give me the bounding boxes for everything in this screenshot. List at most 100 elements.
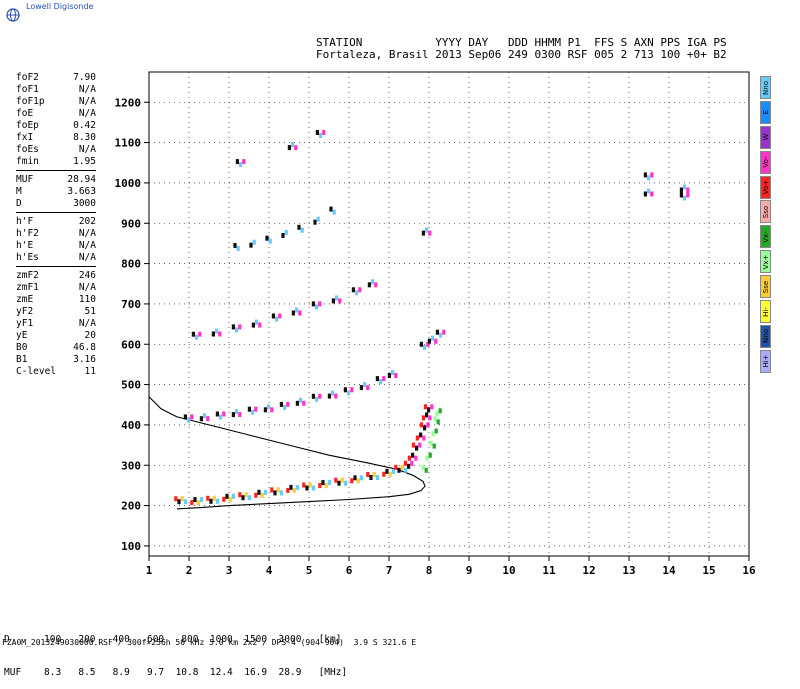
- echo-point: [218, 331, 222, 337]
- echo-point: [425, 227, 429, 233]
- param-name: B0: [16, 342, 28, 353]
- param-row: zmF1 N/A: [16, 282, 96, 294]
- echo-point: [206, 416, 210, 422]
- echo-point: [363, 382, 367, 388]
- legend-label: E: [761, 110, 770, 115]
- ionogram-chart: 1 2 3 4 5 6 7 8 9 10 11 12 13 14 15 1610020030040050060…: [115, 71, 756, 577]
- echo-point: [426, 341, 430, 347]
- param-value: 3.16: [73, 354, 96, 365]
- echo-point: [421, 230, 425, 236]
- echo-point: [315, 396, 319, 402]
- echo-point: [215, 498, 219, 504]
- echo-point: [366, 385, 370, 391]
- echo-point: [199, 416, 203, 422]
- echo-point: [421, 464, 425, 470]
- echo-point: [279, 401, 283, 407]
- echo-point: [300, 227, 304, 233]
- echo-point: [643, 172, 647, 178]
- echo-point: [180, 496, 184, 502]
- echo-point: [212, 495, 216, 501]
- param-value: N/A: [78, 282, 96, 293]
- echo-point: [177, 499, 181, 505]
- echo-point: [335, 295, 339, 301]
- echo-point: [683, 184, 687, 190]
- echo-point: [295, 307, 299, 313]
- param-name: D: [16, 198, 22, 209]
- echo-point: [371, 279, 375, 285]
- echo-point: [231, 412, 235, 418]
- echo-point: [291, 142, 295, 148]
- echo-point: [388, 471, 392, 477]
- echo-point: [286, 401, 290, 407]
- legend-label: W: [761, 133, 770, 141]
- legend-label: Vx-: [761, 231, 770, 243]
- legend-swatch: Vx-: [760, 225, 771, 249]
- param-row: yF2 51: [16, 306, 96, 318]
- echo-point: [233, 243, 237, 248]
- legend-swatch: W: [760, 125, 771, 149]
- legend-swatch: Vo-: [760, 150, 771, 174]
- param-value: N/A: [78, 84, 96, 95]
- echo-point: [686, 187, 690, 193]
- echo-point: [424, 467, 428, 473]
- param-row: yE 20: [16, 330, 96, 342]
- echo-point: [338, 298, 342, 304]
- echo-point: [394, 464, 398, 470]
- echo-point: [313, 219, 317, 225]
- echo-point: [273, 490, 277, 496]
- echo-point: [302, 400, 306, 406]
- echo-point: [331, 390, 335, 396]
- echo-point: [400, 464, 404, 470]
- echo-point: [247, 495, 251, 501]
- echo-point: [434, 338, 438, 344]
- echo-point: [257, 489, 261, 495]
- echo-point: [239, 162, 243, 168]
- param-row: C-level 11: [16, 366, 96, 378]
- echo-point: [305, 485, 309, 491]
- param-value: N/A: [78, 228, 96, 239]
- param-name: foF1: [16, 84, 39, 95]
- echo-point: [219, 414, 223, 420]
- echo-point: [332, 209, 336, 215]
- echo-point: [423, 404, 427, 410]
- echo-point: [311, 485, 315, 491]
- echo-point: [679, 187, 683, 193]
- param-name: h'Es: [16, 252, 39, 263]
- echo-point: [251, 409, 255, 415]
- echo-point: [382, 471, 386, 477]
- echo-point: [327, 480, 331, 486]
- echo-point: [429, 440, 433, 446]
- x-tick-label: 5: [306, 564, 313, 577]
- echo-point: [355, 290, 359, 296]
- echo-point: [428, 452, 432, 458]
- echo-point: [329, 206, 333, 212]
- echo-point: [265, 235, 269, 241]
- y-tick-label: 800: [121, 258, 141, 271]
- echo-point: [350, 387, 354, 393]
- echo-point: [196, 500, 200, 506]
- echo-point: [358, 287, 362, 293]
- echo-point: [271, 313, 275, 319]
- echo-point: [438, 408, 442, 414]
- echo-point: [244, 492, 248, 498]
- echo-point: [343, 480, 347, 486]
- x-tick-label: 10: [502, 564, 515, 577]
- echo-point: [423, 425, 427, 431]
- param-value: 11: [84, 366, 96, 377]
- echo-point: [403, 460, 407, 466]
- param-name: yE: [16, 330, 28, 341]
- param-row: fxI 8.30: [16, 132, 96, 144]
- echo-point: [419, 341, 423, 347]
- echo-point: [241, 495, 245, 501]
- echo-point: [318, 393, 322, 399]
- legend-swatch: Vx+: [760, 250, 771, 274]
- echo-point: [337, 480, 341, 486]
- station-header-labels: STATION YYYY DAY DDD HHMM P1 FFS S AXN P…: [316, 36, 727, 49]
- param-value: 246: [78, 270, 96, 281]
- echo-point: [397, 467, 401, 473]
- echo-point: [190, 414, 194, 420]
- param-value: 51: [84, 306, 96, 317]
- y-tick-label: 200: [121, 500, 141, 513]
- param-name: zmF2: [16, 270, 39, 281]
- legend-label: Nno: [761, 329, 770, 344]
